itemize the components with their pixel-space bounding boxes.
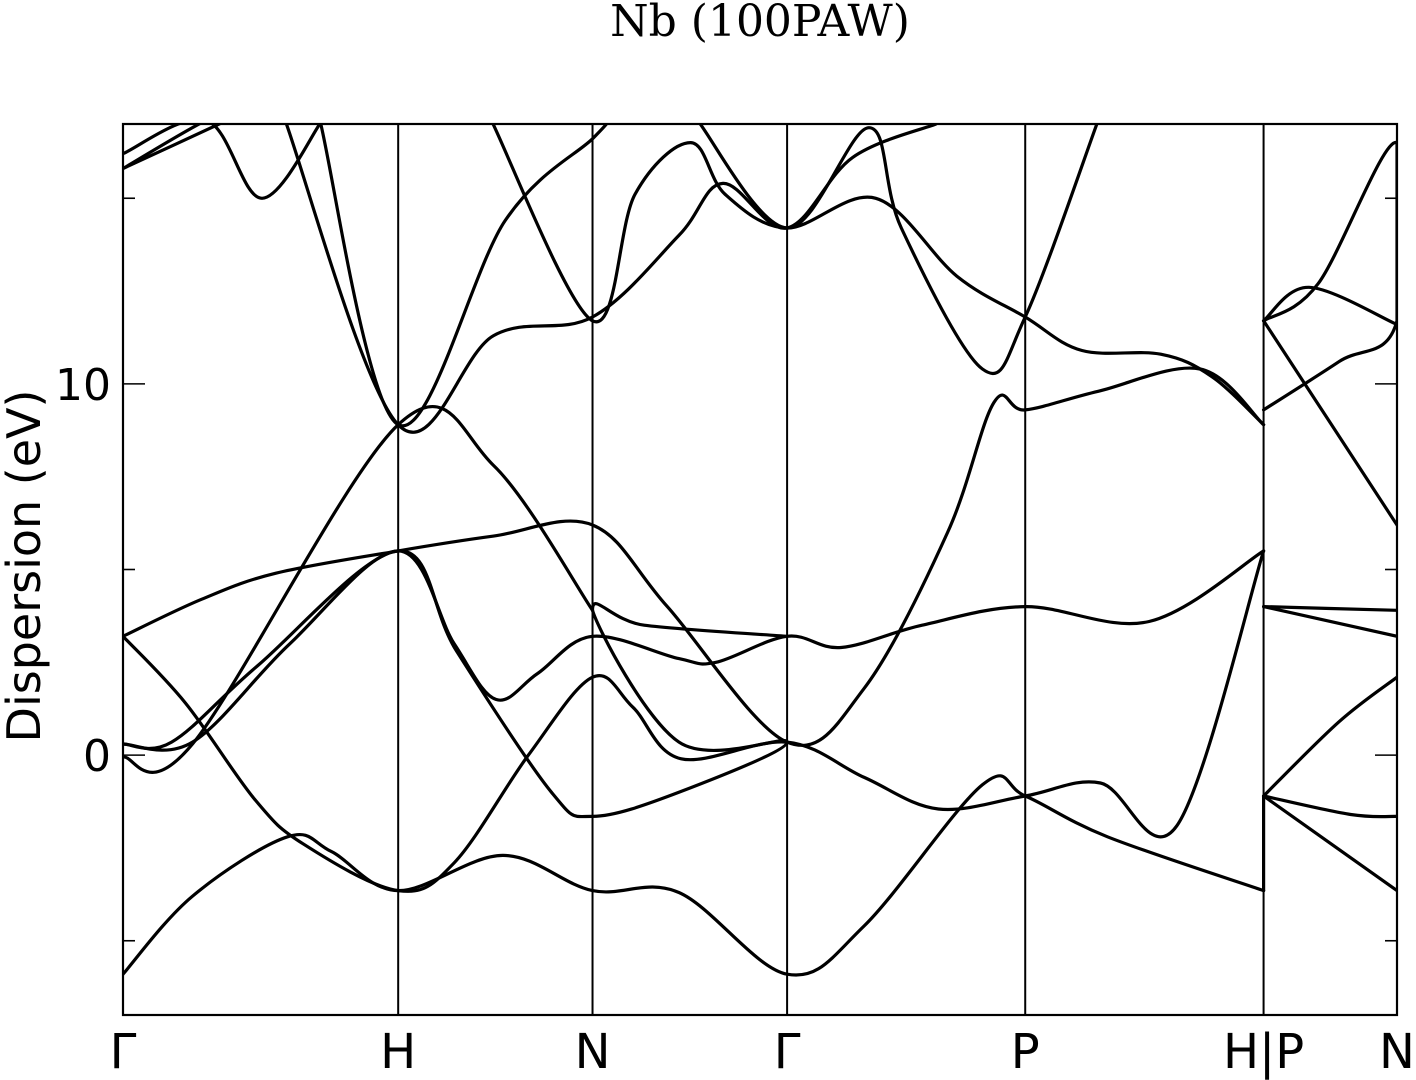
band-line (698, 124, 1099, 376)
y-ticks: 0 10 (55, 197, 1397, 942)
x-tick-label: P (1011, 1024, 1040, 1080)
x-tick-label: H (380, 1024, 416, 1080)
band-line (123, 774, 1266, 977)
band-line (123, 549, 1266, 752)
band-line (1262, 605, 1397, 638)
x-tick-label: N (1379, 1024, 1415, 1080)
band-lines (123, 124, 1397, 977)
high-symmetry-lines (397, 124, 1265, 1015)
band-line (1262, 675, 1397, 798)
band-line (1262, 285, 1397, 327)
band-line (1262, 140, 1397, 412)
band-line (123, 124, 203, 171)
y-tick-label: 0 (83, 731, 111, 782)
band-line (1262, 605, 1397, 612)
y-axis-label: Dispersion (eV) (0, 390, 51, 743)
band-line (491, 124, 1266, 427)
chart-title: Nb (100PAW) (610, 0, 910, 47)
band-line (123, 405, 595, 774)
band-line (1262, 794, 1397, 819)
band-line (123, 124, 224, 171)
x-tick-label: Γ (110, 1024, 137, 1080)
x-tick-labels: Γ H N Γ P H|P N (110, 1024, 1415, 1080)
band-line (123, 366, 1266, 747)
x-tick-label: H|P (1223, 1024, 1304, 1080)
band-line (1262, 319, 1397, 527)
band-line (1262, 794, 1397, 893)
band-line (123, 124, 322, 200)
plot-frame (121, 122, 1399, 1017)
x-tick-label: N (575, 1024, 611, 1080)
band-line (123, 549, 1266, 893)
x-tick-label: Γ (774, 1024, 801, 1080)
band-line (319, 124, 609, 428)
y-tick-label: 10 (55, 360, 111, 411)
